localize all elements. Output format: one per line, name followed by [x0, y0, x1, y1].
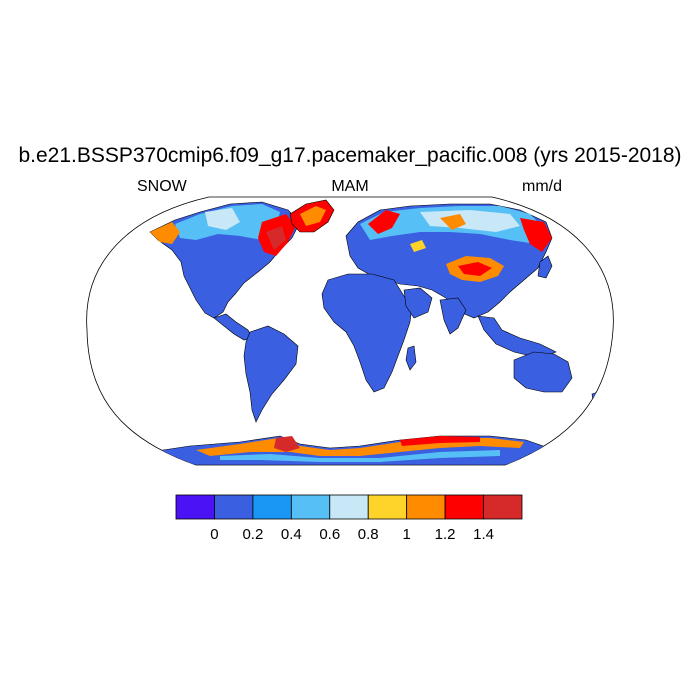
caucasus-snow	[410, 240, 426, 252]
colorbar-box	[406, 494, 446, 520]
colorbar-box	[175, 494, 215, 520]
quebec-snow-core	[266, 226, 286, 250]
siberia-snow-light	[420, 210, 520, 232]
variable-label: SNOW	[137, 178, 187, 195]
colorbar-tick-label: 0	[210, 526, 218, 543]
siberia-snow-patch	[440, 214, 466, 230]
arabia-landmass	[403, 287, 433, 319]
colorbar-box	[483, 494, 523, 520]
colorbar-tick-label: 0.6	[319, 526, 340, 543]
colorbar-box	[367, 494, 408, 520]
units-label: mm/d	[522, 178, 562, 195]
colorbar-tick-label: 0.8	[358, 526, 379, 543]
colorbar-tick-label: 1.2	[435, 526, 456, 543]
colorbar-tick-label: 1.4	[473, 526, 494, 543]
south-america-landmass	[243, 325, 299, 423]
east-siberia-snow	[520, 218, 552, 252]
colorbar-box	[290, 494, 331, 520]
alaska-snow	[150, 222, 180, 244]
colorbar-box	[214, 494, 254, 520]
australia-landmass	[513, 351, 573, 393]
colorbar-tick-label: 0.4	[281, 526, 302, 543]
colorbar-tick-label: 1	[402, 526, 410, 543]
antarctica-coast-red	[400, 436, 480, 446]
colorbar-tick-label: 0.2	[242, 526, 263, 543]
india-landmass	[439, 297, 467, 335]
colorbar-box	[329, 494, 369, 520]
tibet-snow-core	[458, 262, 492, 276]
antarctica-inland-light	[220, 450, 500, 462]
season-label: MAM	[331, 178, 369, 195]
madagascar-landmass	[405, 345, 417, 371]
colorbar-tick-labels: 0 0.2 0.4 0.6 0.8 1 1.2 1.4	[210, 526, 494, 543]
scandinavia-snow	[368, 210, 400, 234]
colorbar-box	[252, 494, 292, 520]
antarctica-coast-heavy	[274, 436, 300, 452]
japan-landmass	[537, 255, 553, 279]
africa-landmass	[321, 273, 413, 393]
colorbar-box	[444, 494, 484, 520]
greenland-snow-mid	[300, 206, 326, 226]
colorbar-boxes	[175, 494, 523, 520]
plot-title: b.e21.BSSP370cmip6.f09_g17.pacemaker_pac…	[18, 144, 682, 167]
southeast-asia-landmass	[477, 315, 557, 359]
canada-snow-light	[205, 208, 240, 230]
